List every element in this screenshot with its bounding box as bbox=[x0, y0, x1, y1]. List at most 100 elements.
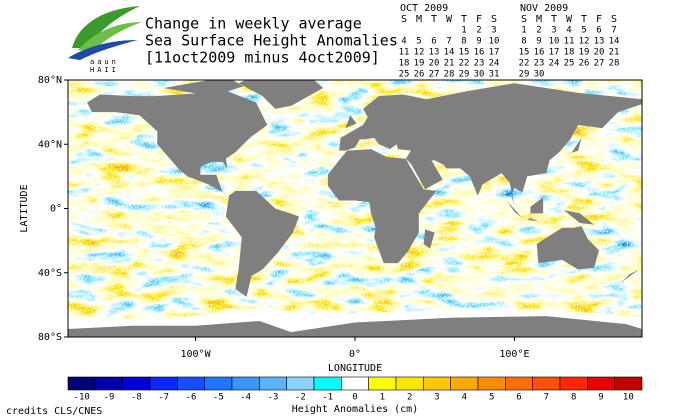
credits: credits CLS/CNES bbox=[6, 406, 102, 417]
calendar-day: 15 bbox=[459, 48, 470, 58]
land bbox=[506, 200, 523, 219]
y-axis-label: LATITUDE bbox=[19, 184, 30, 232]
lon-tick-label: 100°E bbox=[499, 349, 529, 360]
land bbox=[563, 210, 595, 225]
weekday: W bbox=[446, 14, 453, 25]
calendar-day: 30 bbox=[534, 70, 545, 80]
calendar-day: 12 bbox=[579, 37, 590, 47]
title-line: [11oct2009 minus 4oct2009] bbox=[145, 49, 380, 67]
colorbar-label: -10 bbox=[74, 393, 90, 403]
weekday: S bbox=[521, 14, 527, 25]
lat-tick-label: 80°N bbox=[38, 75, 62, 86]
weekday: T bbox=[551, 14, 557, 25]
colorbar-box bbox=[423, 376, 451, 391]
weekday: S bbox=[401, 14, 407, 25]
colorbar-box bbox=[177, 376, 205, 391]
land bbox=[238, 80, 324, 109]
calendar-day: 22 bbox=[459, 59, 470, 69]
calendar-day: 25 bbox=[399, 70, 410, 80]
calendar-day: 17 bbox=[549, 48, 560, 58]
land bbox=[225, 190, 300, 297]
colorbar-label: 9 bbox=[598, 393, 603, 403]
calendar-day: 6 bbox=[431, 37, 436, 47]
weekday: F bbox=[476, 14, 482, 25]
colorbar-label: -6 bbox=[186, 393, 197, 403]
weekday: F bbox=[596, 14, 602, 25]
calendar-day: 11 bbox=[399, 48, 410, 58]
colorbar-label: 4 bbox=[462, 393, 467, 403]
calendar-day: 28 bbox=[609, 59, 620, 69]
logo-text: aaun bbox=[90, 58, 119, 66]
colorbar-label: -1 bbox=[322, 393, 333, 403]
weekday: W bbox=[566, 14, 573, 25]
calendar-day: 21 bbox=[609, 48, 620, 58]
calendar-day: 3 bbox=[491, 26, 496, 36]
colorbar-box bbox=[313, 376, 342, 391]
weekday: T bbox=[461, 14, 467, 25]
calendar-day: 16 bbox=[534, 48, 545, 58]
land bbox=[536, 226, 599, 270]
colorbar-box bbox=[395, 376, 424, 391]
land bbox=[621, 269, 639, 283]
calendar-day: 9 bbox=[476, 37, 481, 47]
calendar-day: 1 bbox=[461, 26, 466, 36]
calendar-day: 14 bbox=[444, 48, 455, 58]
calendar-day: 10 bbox=[489, 37, 500, 47]
antarctica bbox=[68, 316, 642, 337]
calendar-day: 21 bbox=[444, 59, 455, 69]
calendar-day: 4 bbox=[566, 26, 571, 36]
calendar-day: 13 bbox=[594, 37, 605, 47]
calendar-day: 25 bbox=[564, 59, 575, 69]
colorbar-box bbox=[368, 376, 397, 391]
calendar-day: 24 bbox=[489, 59, 500, 69]
weekday: T bbox=[581, 14, 587, 25]
colorbar-label: -8 bbox=[131, 393, 142, 403]
colorbar-label: 5 bbox=[489, 393, 494, 403]
calendar-day: 26 bbox=[414, 70, 425, 80]
land bbox=[163, 80, 244, 97]
land bbox=[345, 115, 357, 129]
colorbar-box bbox=[95, 376, 123, 391]
calendar-day: 20 bbox=[429, 59, 440, 69]
calendar-day: 8 bbox=[521, 37, 526, 47]
lon-tick-label: 100°W bbox=[181, 349, 212, 360]
colorbar-title: Height Anomalies (cm) bbox=[292, 404, 418, 415]
colorbar-label: 2 bbox=[407, 393, 412, 403]
colorbar-label: -7 bbox=[158, 393, 169, 403]
lat-tick-label: 0° bbox=[50, 204, 62, 215]
calendar-day: 6 bbox=[596, 26, 601, 36]
land bbox=[327, 149, 437, 264]
land bbox=[527, 218, 539, 222]
colorbar-box bbox=[587, 376, 615, 391]
calendar-day: 24 bbox=[549, 59, 560, 69]
colorbar-label: -3 bbox=[268, 393, 279, 403]
calendar-day: 17 bbox=[489, 48, 500, 58]
calendar-day: 2 bbox=[536, 26, 541, 36]
land bbox=[562, 137, 582, 156]
calendar-day: 23 bbox=[474, 59, 485, 69]
weekday: M bbox=[416, 14, 422, 25]
calendar-day: 4 bbox=[401, 37, 406, 47]
calendar-day: 27 bbox=[429, 70, 440, 80]
calendar-day: 5 bbox=[581, 26, 586, 36]
colorbar-label: -2 bbox=[295, 393, 306, 403]
calendar-day: 16 bbox=[474, 48, 485, 58]
colorbar-box bbox=[477, 376, 506, 391]
calendar-day: 20 bbox=[594, 48, 605, 58]
calendar-day: 13 bbox=[429, 48, 440, 58]
colorbar-box bbox=[559, 376, 588, 391]
calendar-day: 31 bbox=[489, 70, 500, 80]
calendar-day: 10 bbox=[549, 37, 560, 47]
colorbar-label: 7 bbox=[544, 393, 549, 403]
land bbox=[423, 229, 435, 249]
calendar-month: OCT 2009 bbox=[400, 3, 448, 14]
colorbar-box bbox=[450, 376, 479, 391]
colorbar-label: 3 bbox=[434, 393, 439, 403]
calendar-month: NOV 2009 bbox=[520, 3, 568, 14]
calendar-day: 2 bbox=[476, 26, 481, 36]
logo: aaun HAII bbox=[68, 6, 142, 74]
lon-tick-label: 0° bbox=[349, 349, 361, 360]
calendar-day: 27 bbox=[594, 59, 605, 69]
colorbar-label: 1 bbox=[380, 393, 385, 403]
